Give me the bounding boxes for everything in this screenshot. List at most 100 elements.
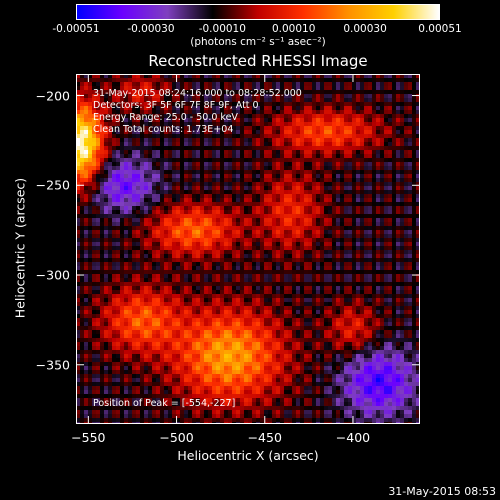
- heatmap-cell: [248, 146, 253, 151]
- heatmap-cell: [308, 90, 313, 95]
- heatmap-cell: [100, 166, 105, 171]
- heatmap-cell: [188, 90, 193, 95]
- heatmap-cell: [184, 102, 189, 107]
- heatmap-cell: [188, 262, 193, 267]
- heatmap-cell: [212, 250, 217, 255]
- heatmap-cell: [184, 250, 189, 255]
- heatmap-cell: [344, 102, 349, 107]
- heatmap-cell: [240, 186, 245, 191]
- heatmap-cell: [248, 262, 253, 267]
- heatmap-cell: [184, 94, 189, 99]
- heatmap-cell: [120, 98, 125, 103]
- heatmap-cell: [248, 82, 253, 87]
- heatmap-cell: [388, 258, 393, 263]
- heatmap-cell: [164, 194, 169, 199]
- heatmap-cell: [200, 266, 205, 271]
- heatmap-cell: [80, 110, 85, 115]
- heatmap-cell: [180, 178, 185, 183]
- heatmap-cell: [152, 258, 157, 263]
- heatmap-cell: [404, 74, 409, 79]
- heatmap-cell: [400, 154, 405, 159]
- heatmap-cell: [220, 134, 225, 139]
- heatmap-cell: [212, 170, 217, 175]
- heatmap-cell: [408, 138, 413, 143]
- heatmap-cell: [400, 102, 405, 107]
- heatmap-cell: [232, 178, 237, 183]
- heatmap-cell: [236, 250, 241, 255]
- heatmap-cell: [400, 290, 405, 295]
- heatmap-cell: [164, 134, 169, 139]
- heatmap-cell: [188, 106, 193, 111]
- heatmap-cell: [92, 94, 97, 99]
- heatmap-cell: [104, 266, 109, 271]
- heatmap-cell: [228, 166, 233, 171]
- heatmap-cell: [376, 130, 381, 135]
- heatmap-cell: [308, 138, 313, 143]
- heatmap-cell: [200, 190, 205, 195]
- heatmap-cell: [320, 206, 325, 211]
- heatmap-cell: [328, 274, 333, 279]
- heatmap-cell: [320, 86, 325, 91]
- heatmap-cell: [192, 170, 197, 175]
- heatmap-cell: [200, 194, 205, 199]
- heatmap-cell: [356, 134, 361, 139]
- heatmap-cell: [96, 282, 101, 287]
- heatmap-cell: [120, 202, 125, 207]
- heatmap-cell: [96, 238, 101, 243]
- heatmap-cell: [244, 210, 249, 215]
- heatmap-cell: [408, 278, 413, 283]
- heatmap-cell: [372, 274, 377, 279]
- heatmap-cell: [392, 106, 397, 111]
- heatmap-cell: [264, 274, 269, 279]
- heatmap-cell: [316, 262, 321, 267]
- heatmap-cell: [180, 238, 185, 243]
- heatmap-cell: [116, 126, 121, 131]
- heatmap-cell: [304, 194, 309, 199]
- heatmap-cell: [376, 142, 381, 147]
- heatmap-cell: [300, 274, 305, 279]
- heatmap-cell: [168, 162, 173, 167]
- heatmap-cell: [204, 142, 209, 147]
- heatmap-cell: [372, 110, 377, 115]
- heatmap-cell: [160, 202, 165, 207]
- heatmap-cell: [136, 90, 141, 95]
- heatmap-cell: [216, 118, 221, 123]
- heatmap-cell: [408, 86, 413, 91]
- heatmap-cell: [92, 102, 97, 107]
- heatmap-cell: [96, 154, 101, 159]
- heatmap-cell: [236, 210, 241, 215]
- heatmap-cell: [128, 74, 133, 79]
- heatmap-cell: [288, 82, 293, 87]
- heatmap-cell: [332, 290, 337, 295]
- heatmap-cell: [76, 294, 81, 299]
- heatmap-cell: [144, 118, 149, 123]
- heatmap-cell: [260, 82, 265, 87]
- heatmap-cell: [120, 158, 125, 163]
- heatmap-cell: [412, 274, 417, 279]
- heatmap-cell: [80, 270, 85, 275]
- heatmap-cell: [280, 82, 285, 87]
- heatmap-cell: [144, 82, 149, 87]
- heatmap-cell: [84, 278, 89, 283]
- heatmap-cell: [308, 162, 313, 167]
- heatmap-cell: [228, 74, 233, 79]
- heatmap-cell: [96, 242, 101, 247]
- heatmap-cell: [280, 90, 285, 95]
- heatmap-cell: [328, 250, 333, 255]
- heatmap-cell: [316, 190, 321, 195]
- heatmap-cell: [180, 230, 185, 235]
- heatmap-cell: [388, 294, 393, 299]
- heatmap-cell: [252, 242, 257, 247]
- heatmap-cell: [404, 130, 409, 135]
- heatmap-cell: [272, 162, 277, 167]
- heatmap-cell: [80, 222, 85, 227]
- heatmap-cell: [356, 302, 361, 307]
- heatmap-cell: [76, 150, 81, 155]
- heatmap-cell: [228, 258, 233, 263]
- heatmap-cell: [348, 86, 353, 91]
- heatmap-cell: [96, 254, 101, 259]
- heatmap-cell: [116, 266, 121, 271]
- heatmap-cell: [176, 294, 181, 299]
- heatmap-cell: [240, 134, 245, 139]
- heatmap-cell: [300, 94, 305, 99]
